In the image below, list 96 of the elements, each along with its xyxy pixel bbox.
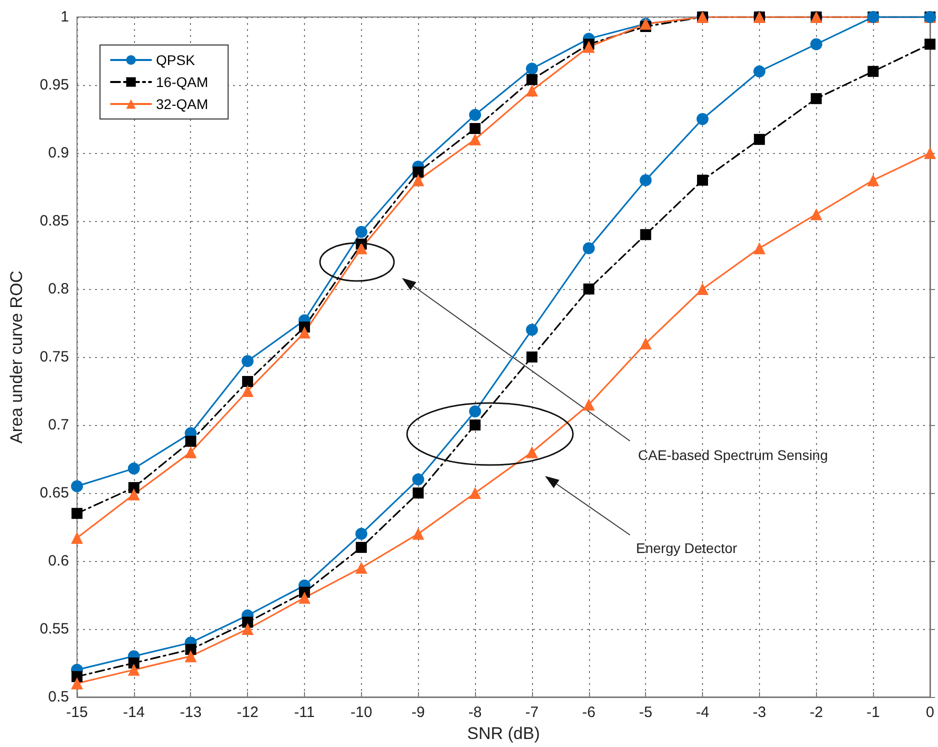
point	[696, 283, 709, 295]
point	[470, 123, 481, 134]
point	[412, 166, 424, 178]
x-tick-label: -8	[468, 704, 482, 721]
y-tick-label: 0.5	[48, 688, 69, 706]
point	[356, 542, 367, 553]
y-tick-label: 0.7	[48, 416, 69, 434]
point	[810, 38, 822, 50]
point	[242, 376, 254, 387]
point	[184, 650, 197, 662]
point	[72, 671, 82, 682]
x-tick-label: -14	[123, 704, 145, 721]
point	[526, 446, 538, 458]
x-tick-label: -6	[582, 704, 596, 721]
point	[298, 592, 310, 604]
x-tick-label: -5	[638, 704, 652, 721]
x-tick-label: -13	[180, 704, 202, 721]
point	[469, 487, 482, 499]
annotation: Energy Detector	[636, 540, 738, 556]
y-tick-label: 0.55	[40, 620, 69, 638]
x-axis-title: SNR (dB)	[467, 724, 540, 743]
x-tick-label: -10	[350, 704, 372, 721]
point	[128, 462, 140, 475]
point	[72, 508, 82, 519]
point	[583, 284, 594, 294]
point	[582, 40, 595, 53]
y-tick-label: 0.85	[40, 212, 69, 230]
point	[242, 623, 254, 635]
x-tick-label: 0	[926, 704, 934, 721]
point	[242, 385, 254, 397]
point	[128, 488, 140, 500]
point	[582, 242, 595, 254]
point	[469, 108, 482, 121]
point	[71, 677, 83, 690]
y-tick-label: 0.65	[40, 484, 69, 502]
point	[696, 113, 709, 125]
point	[71, 480, 83, 492]
point	[810, 208, 822, 220]
y-tick-label: 0.75	[40, 348, 69, 366]
point	[128, 482, 140, 494]
legend-label: 32-QAM	[156, 96, 208, 112]
point	[355, 242, 368, 254]
y-tick-label: 0.95	[40, 76, 69, 94]
point	[412, 488, 424, 498]
y-tick-label: 1	[60, 8, 69, 26]
point	[469, 405, 482, 418]
x-tick-label: -15	[66, 704, 88, 721]
point	[526, 74, 538, 86]
x-tick-label: -7	[525, 704, 539, 721]
point	[128, 664, 140, 676]
point	[412, 473, 424, 486]
point	[128, 658, 140, 668]
point	[640, 337, 652, 350]
point	[582, 398, 595, 411]
point	[71, 532, 83, 544]
y-tick-label: 0.9	[48, 144, 69, 162]
y-tick-label: 0.6	[48, 552, 69, 570]
point	[697, 174, 708, 186]
point	[924, 38, 936, 50]
point	[868, 66, 879, 77]
x-tick-label: -12	[236, 704, 258, 721]
point	[412, 528, 424, 540]
point	[355, 562, 368, 574]
point	[470, 420, 481, 430]
x-tick-label: -9	[412, 704, 425, 721]
point	[867, 174, 880, 186]
point	[924, 147, 936, 159]
x-tick-label: -11	[294, 704, 315, 721]
point	[640, 174, 652, 186]
point	[185, 436, 196, 447]
point	[184, 446, 197, 458]
point	[753, 65, 766, 78]
point	[640, 229, 652, 240]
point	[412, 174, 424, 186]
point	[810, 93, 822, 104]
point	[469, 133, 482, 146]
point	[242, 616, 254, 628]
x-tick-label: -2	[810, 704, 823, 721]
point	[355, 226, 368, 238]
point	[298, 326, 310, 339]
point	[242, 355, 254, 368]
legend-label: QPSK	[156, 52, 196, 68]
x-tick-label: -3	[752, 704, 766, 721]
y-axis-title: Area under curve ROC	[7, 270, 26, 444]
legend-label: 16-QAM	[156, 74, 208, 90]
y-tick-label: 0.8	[48, 280, 69, 298]
point	[754, 134, 765, 145]
x-tick-label: -4	[696, 704, 710, 721]
point	[526, 324, 538, 336]
point	[526, 352, 538, 362]
x-tick-label: -1	[866, 704, 880, 721]
point	[526, 84, 538, 96]
point	[753, 242, 766, 254]
annotation: CAE-based Spectrum Sensing	[638, 447, 828, 463]
point	[526, 62, 538, 75]
point	[355, 528, 368, 540]
